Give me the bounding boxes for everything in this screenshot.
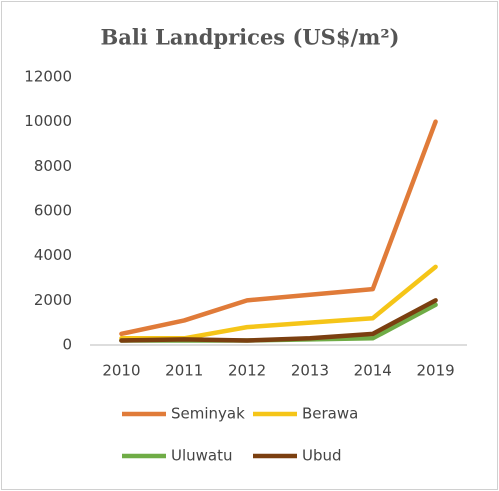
x-tick-label: 2012: [228, 362, 266, 380]
y-tick-label: 2000: [34, 291, 72, 309]
y-tick-label: 4000: [34, 246, 72, 264]
chart-title: Bali Landprices (US$/m²): [100, 25, 399, 50]
y-tick-label: 12000: [24, 68, 72, 86]
y-tick-label: 6000: [34, 202, 72, 220]
legend-label: Seminyak: [171, 405, 245, 423]
y-tick-label: 0: [62, 336, 72, 354]
y-tick-label: 8000: [34, 157, 72, 175]
legend-label: Berawa: [302, 405, 358, 423]
x-tick-label: 2019: [416, 362, 454, 380]
x-tick-label: 2014: [354, 362, 392, 380]
series-line: [119, 298, 438, 343]
x-tick-label: 2011: [165, 362, 203, 380]
legend-label: Ubud: [302, 447, 342, 465]
legend-label: Uluwatu: [171, 447, 233, 465]
x-tick-label: 2010: [102, 362, 140, 380]
x-tick-label: 2013: [291, 362, 329, 380]
y-tick-label: 10000: [24, 112, 72, 130]
series-line: [119, 119, 438, 337]
